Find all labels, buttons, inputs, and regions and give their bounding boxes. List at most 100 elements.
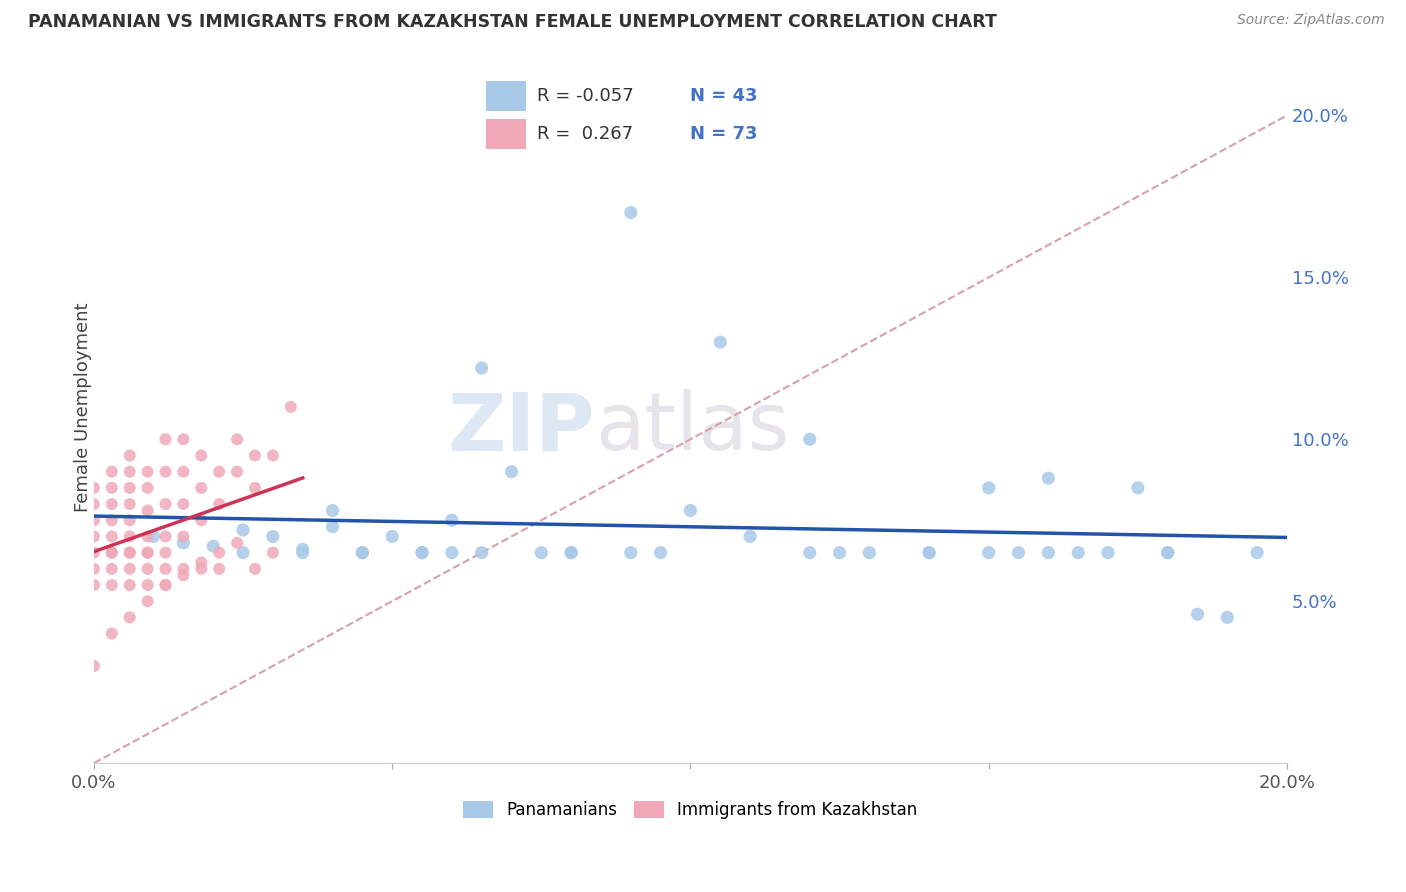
Point (155, 578, 177, 592)
Point (101, 529, 124, 543)
Point (202, 539, 225, 553)
Point (190, 449, 212, 463)
Point (101, 546, 124, 560)
Point (83, 659, 105, 673)
Point (828, 546, 851, 560)
Y-axis label: Female Unemployment: Female Unemployment (75, 302, 91, 512)
Point (83, 497, 105, 511)
Point (190, 562, 212, 576)
Point (101, 465, 124, 479)
Point (620, 546, 643, 560)
Point (918, 546, 941, 560)
Point (471, 546, 494, 560)
Point (118, 465, 141, 479)
Point (1038, 471, 1060, 485)
Point (620, 205, 643, 219)
Point (709, 335, 731, 350)
Point (172, 432, 194, 446)
Point (352, 546, 374, 560)
Point (232, 523, 254, 537)
Point (83, 529, 105, 543)
Point (155, 529, 177, 543)
Point (501, 465, 523, 479)
Point (172, 536, 194, 550)
Point (118, 513, 141, 527)
Point (101, 546, 124, 560)
Point (352, 546, 374, 560)
Point (411, 546, 433, 560)
Point (172, 465, 194, 479)
Point (101, 497, 124, 511)
Point (136, 529, 159, 543)
Point (155, 465, 177, 479)
Text: Source: ZipAtlas.com: Source: ZipAtlas.com (1237, 13, 1385, 28)
Point (136, 481, 159, 495)
Point (155, 432, 177, 446)
Point (136, 546, 159, 560)
Point (83, 562, 105, 576)
Point (560, 546, 582, 560)
Point (118, 449, 141, 463)
Legend: Panamanians, Immigrants from Kazakhstan: Panamanians, Immigrants from Kazakhstan (457, 795, 924, 826)
Point (1067, 546, 1090, 560)
Point (322, 503, 344, 517)
Point (471, 361, 494, 376)
Point (190, 555, 212, 569)
Point (262, 529, 284, 543)
Point (918, 546, 941, 560)
Point (155, 546, 177, 560)
Point (118, 610, 141, 624)
Point (172, 497, 194, 511)
Point (243, 449, 266, 463)
Point (155, 562, 177, 576)
Point (136, 503, 159, 517)
Point (101, 626, 124, 640)
Point (83, 578, 105, 592)
Point (142, 529, 165, 543)
Point (172, 529, 194, 543)
Point (136, 465, 159, 479)
Point (1156, 546, 1178, 560)
Point (118, 546, 141, 560)
Point (101, 481, 124, 495)
Point (1246, 546, 1268, 560)
Point (101, 578, 124, 592)
Point (226, 432, 249, 446)
Point (136, 578, 159, 592)
Point (190, 513, 212, 527)
Point (411, 546, 433, 560)
Point (118, 481, 141, 495)
Point (262, 449, 284, 463)
Point (101, 513, 124, 527)
Point (118, 497, 141, 511)
Point (1097, 546, 1119, 560)
Point (1007, 546, 1029, 560)
Point (118, 546, 141, 560)
Point (679, 503, 702, 517)
Text: atlas: atlas (595, 389, 789, 467)
Point (190, 481, 212, 495)
Point (136, 562, 159, 576)
Point (243, 481, 266, 495)
Point (118, 529, 141, 543)
Point (83, 546, 105, 560)
Point (172, 562, 194, 576)
Point (280, 400, 302, 414)
Point (226, 465, 249, 479)
Point (530, 546, 553, 560)
Point (118, 578, 141, 592)
Point (118, 562, 141, 576)
Point (155, 578, 177, 592)
Point (83, 481, 105, 495)
Point (83, 513, 105, 527)
Point (799, 546, 821, 560)
Point (650, 546, 672, 560)
Point (1038, 546, 1060, 560)
Point (291, 546, 314, 560)
Point (858, 546, 880, 560)
Text: ZIP: ZIP (447, 389, 595, 467)
Text: PANAMANIAN VS IMMIGRANTS FROM KAZAKHSTAN FEMALE UNEMPLOYMENT CORRELATION CHART: PANAMANIAN VS IMMIGRANTS FROM KAZAKHSTAN… (28, 13, 997, 31)
Point (1216, 610, 1239, 624)
Point (136, 546, 159, 560)
Point (440, 546, 463, 560)
